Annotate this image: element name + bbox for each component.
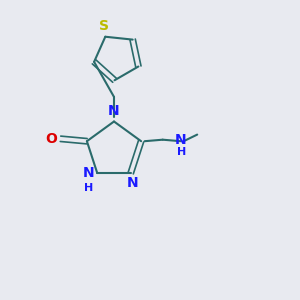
Text: N: N	[108, 104, 120, 118]
Text: N: N	[82, 166, 94, 180]
Text: N: N	[126, 176, 138, 190]
Text: N: N	[175, 133, 187, 147]
Text: S: S	[99, 19, 109, 33]
Text: O: O	[46, 132, 58, 146]
Text: H: H	[177, 147, 187, 157]
Text: H: H	[84, 183, 94, 193]
